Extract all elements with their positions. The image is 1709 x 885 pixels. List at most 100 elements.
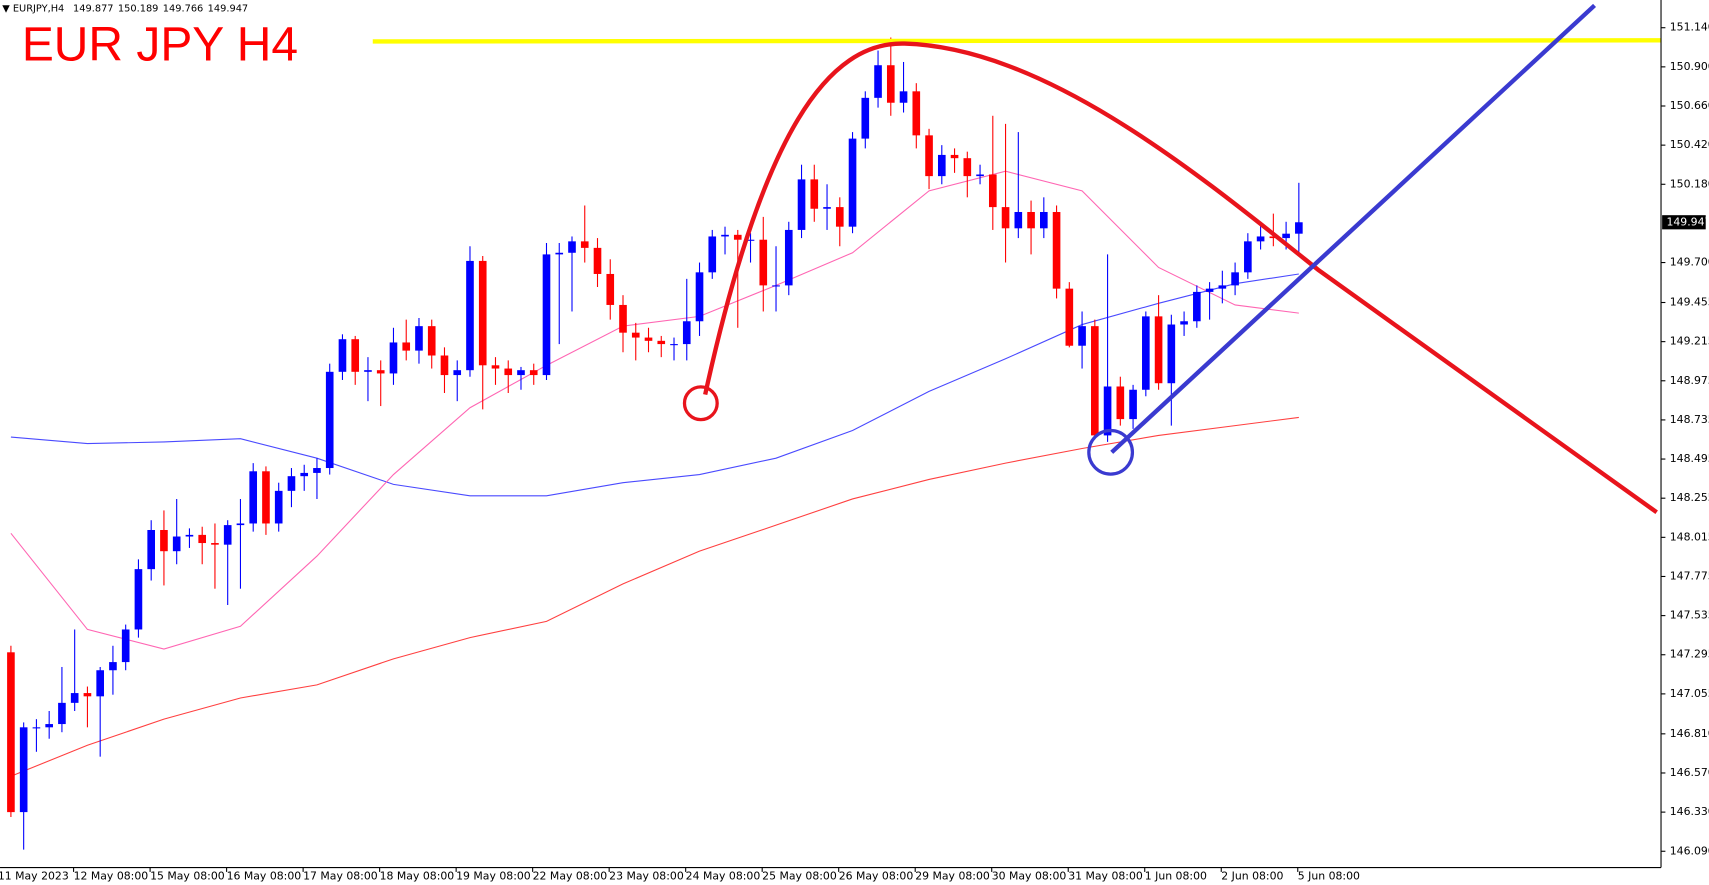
- candle-body: [708, 236, 717, 273]
- candle-body: [376, 370, 385, 374]
- candle-body: [810, 179, 819, 209]
- chart-title: EUR JPY H4: [22, 19, 298, 72]
- candle-body: [746, 239, 755, 241]
- y-tick-label: 150.420: [1670, 138, 1709, 151]
- y-tick-label: 148.255: [1670, 491, 1709, 504]
- candle-body: [1078, 326, 1086, 346]
- y-tick-label: 146.570: [1670, 766, 1709, 779]
- y-tick-label: 149.455: [1670, 296, 1709, 309]
- candle-body: [185, 534, 194, 537]
- candle-body: [415, 326, 423, 351]
- candle-body: [682, 321, 691, 345]
- candle-body: [32, 727, 41, 729]
- y-tick-label: 148.735: [1670, 413, 1709, 426]
- price-tag-label: 149.947: [1666, 215, 1709, 228]
- x-tick-label: 17 May 08:00: [303, 869, 378, 882]
- y-tick-label: 147.775: [1670, 569, 1709, 582]
- low-circle: [1087, 428, 1135, 476]
- candle-body: [797, 179, 806, 230]
- y-tick-label: 150.900: [1670, 60, 1709, 73]
- candle-body: [440, 355, 449, 376]
- candle-body: [402, 342, 411, 351]
- x-tick-label: 12 May 08:00: [74, 869, 149, 882]
- candle-body: [389, 342, 398, 374]
- candle-body: [886, 65, 895, 103]
- candle-body: [1142, 316, 1150, 390]
- y-tick-label: 151.140: [1670, 21, 1709, 34]
- x-tick-label: 22 May 08:00: [533, 869, 608, 882]
- candle-body: [300, 472, 309, 477]
- candle-body: [619, 304, 627, 333]
- x-tick-label: 2 Jun 08:00: [1221, 869, 1283, 882]
- candle-body: [1193, 291, 1201, 322]
- x-tick-label: 30 May 08:00: [992, 869, 1067, 882]
- candle-body: [644, 337, 653, 341]
- y-tick-label: 150.180: [1670, 177, 1709, 190]
- candle-body: [491, 365, 500, 369]
- x-tick-label: 15 May 08:00: [150, 869, 225, 882]
- candle-body: [976, 174, 984, 177]
- y-tick-label: 146.330: [1670, 805, 1709, 818]
- candle-body: [1040, 211, 1048, 229]
- candle-body: [338, 339, 347, 372]
- x-tick-label: 24 May 08:00: [686, 869, 761, 882]
- candle-body: [1167, 324, 1176, 384]
- candle-body: [1027, 211, 1035, 229]
- candle-body: [351, 339, 360, 372]
- candle-body: [912, 91, 921, 136]
- candle-body: [555, 252, 564, 255]
- high: 150.189: [118, 4, 159, 15]
- candle-body: [542, 254, 551, 376]
- candle-body: [121, 629, 130, 663]
- candle-body: [874, 65, 882, 98]
- y-tick-label: 149.215: [1670, 335, 1709, 348]
- y-tick-label: 147.535: [1670, 609, 1709, 622]
- header: ▼ EURJPY,H4 149.877 150.189 149.766 149.947: [2, 4, 248, 15]
- start-circle: [682, 385, 719, 422]
- candle-body: [657, 340, 666, 345]
- candle-body: [568, 241, 576, 253]
- candle-body: [1116, 386, 1125, 420]
- candle-body: [835, 207, 844, 227]
- candle-body: [325, 371, 334, 469]
- candle-body: [670, 344, 678, 346]
- candle-body: [1256, 236, 1265, 242]
- candle-body: [58, 702, 66, 725]
- candle-body: [262, 471, 270, 524]
- y-tick-label: 148.015: [1670, 530, 1709, 543]
- candle-body: [1180, 321, 1188, 325]
- candle-body: [1129, 389, 1137, 420]
- candle-body: [147, 529, 156, 570]
- candle-body: [466, 260, 474, 371]
- candle-body: [925, 135, 933, 177]
- candle-body: [287, 476, 296, 491]
- candle-body: [937, 154, 946, 177]
- candle-body: [759, 239, 768, 286]
- candle-body: [517, 370, 525, 376]
- low: 149.766: [163, 4, 204, 15]
- candle-body: [529, 370, 538, 376]
- candle-body: [364, 370, 372, 372]
- candle-body: [478, 260, 487, 366]
- x-tick-label: 5 Jun 08:00: [1298, 869, 1360, 882]
- candle-body: [198, 534, 207, 544]
- candle-body: [848, 138, 857, 227]
- candle-body: [70, 693, 79, 703]
- candle-body: [1282, 233, 1290, 239]
- candle-body: [236, 523, 245, 526]
- candle-body: [823, 207, 831, 209]
- close: 149.947: [208, 4, 249, 15]
- x-tick-label: 11 May 2023: [0, 869, 69, 882]
- candle-body: [1244, 241, 1252, 273]
- candle-body: [988, 174, 997, 208]
- candle-body: [45, 724, 53, 728]
- candle-body: [504, 368, 513, 376]
- candle-body: [427, 326, 436, 356]
- candle-body: [160, 529, 168, 552]
- candle-body: [695, 272, 704, 322]
- y-tick-label: 148.495: [1670, 452, 1709, 465]
- candle-body: [96, 670, 104, 697]
- candle-body: [899, 91, 908, 103]
